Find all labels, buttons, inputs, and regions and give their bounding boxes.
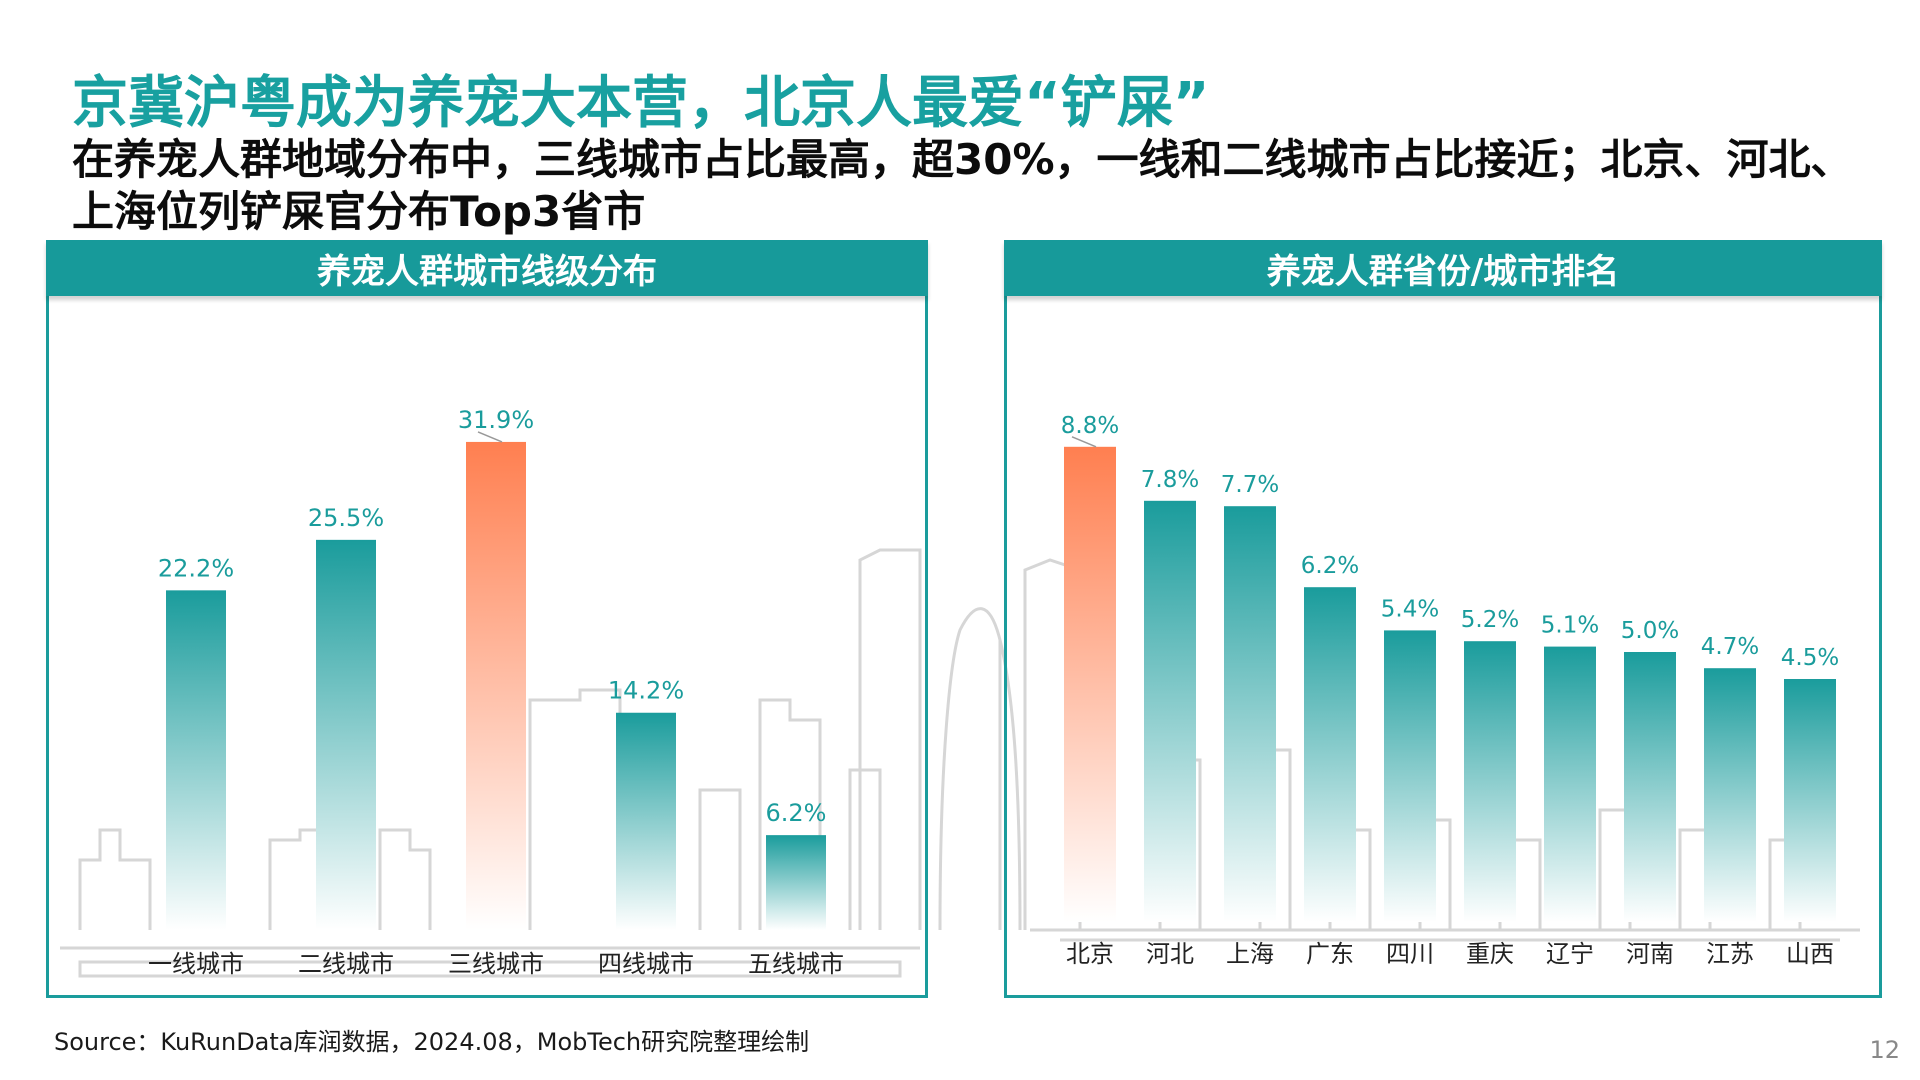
category-label-1-3: 广东 — [1306, 940, 1354, 968]
bar-0-2 — [466, 441, 526, 930]
bar-1-5 — [1464, 641, 1516, 922]
page-subtitle: 在养宠人群地域分布中，三线城市占比最高，超30%，一线和二线城市占比接近；北京、… — [72, 135, 1853, 236]
city-tier-panel-header: 养宠人群城市线级分布 — [46, 240, 928, 296]
value-label-1-0: 8.8% — [1061, 413, 1119, 439]
value-label-1-5: 5.2% — [1461, 607, 1519, 633]
category-label-0-1: 二线城市 — [298, 950, 394, 978]
leader-line-0-2 — [477, 431, 503, 443]
category-label-1-0: 北京 — [1066, 940, 1114, 968]
value-label-1-4: 5.4% — [1381, 596, 1439, 622]
category-label-1-4: 四川 — [1386, 940, 1434, 968]
province-ranking-panel: 养宠人群省份/城市排名 — [1004, 240, 1882, 998]
bar-1-0 — [1064, 446, 1116, 922]
value-label-1-1: 7.8% — [1141, 467, 1199, 493]
province-ranking-panel-header: 养宠人群省份/城市排名 — [1004, 240, 1882, 296]
value-label-0-0: 22.2% — [158, 554, 234, 582]
value-label-1-3: 6.2% — [1301, 553, 1359, 579]
bar-0-0 — [166, 590, 226, 930]
bar-1-3 — [1304, 587, 1356, 922]
category-label-1-8: 江苏 — [1706, 940, 1754, 968]
value-label-0-3: 14.2% — [608, 677, 684, 705]
bar-1-2 — [1224, 506, 1276, 922]
value-label-1-7: 5.0% — [1621, 618, 1679, 644]
bar-0-4 — [766, 835, 826, 930]
bar-1-4 — [1384, 630, 1436, 922]
category-label-1-6: 辽宁 — [1546, 940, 1594, 968]
bar-1-7 — [1624, 652, 1676, 922]
bar-1-6 — [1544, 646, 1596, 922]
value-label-0-1: 25.5% — [308, 504, 384, 532]
page-number: 12 — [1869, 1036, 1900, 1064]
bar-1-1 — [1144, 500, 1196, 922]
category-label-0-0: 一线城市 — [148, 950, 244, 978]
source-note: Source：KuRunData库润数据，2024.08，MobTech研究院整… — [54, 1028, 810, 1056]
value-label-1-8: 4.7% — [1701, 634, 1759, 660]
value-label-0-2: 31.9% — [458, 406, 534, 434]
value-label-1-2: 7.7% — [1221, 472, 1279, 498]
city-tier-panel: 养宠人群城市线级分布 — [46, 240, 928, 998]
category-label-0-4: 五线城市 — [748, 950, 844, 978]
value-label-0-4: 6.2% — [766, 799, 827, 827]
value-label-1-6: 5.1% — [1541, 613, 1599, 639]
category-label-0-2: 三线城市 — [448, 950, 544, 978]
bar-0-1 — [316, 539, 376, 930]
category-label-1-2: 上海 — [1226, 940, 1274, 968]
bar-1-8 — [1704, 668, 1756, 922]
category-label-1-1: 河北 — [1146, 940, 1194, 968]
leader-line-1-0 — [1071, 436, 1097, 448]
category-label-1-5: 重庆 — [1466, 940, 1514, 968]
page-title: 京冀沪粤成为养宠大本营，北京人最爱“铲屎” — [72, 71, 1210, 136]
category-label-1-9: 山西 — [1786, 940, 1834, 968]
bar-1-9 — [1784, 679, 1836, 922]
value-label-1-9: 4.5% — [1781, 645, 1839, 671]
bar-0-3 — [616, 712, 676, 930]
category-label-0-3: 四线城市 — [598, 950, 694, 978]
category-label-1-7: 河南 — [1626, 940, 1674, 968]
